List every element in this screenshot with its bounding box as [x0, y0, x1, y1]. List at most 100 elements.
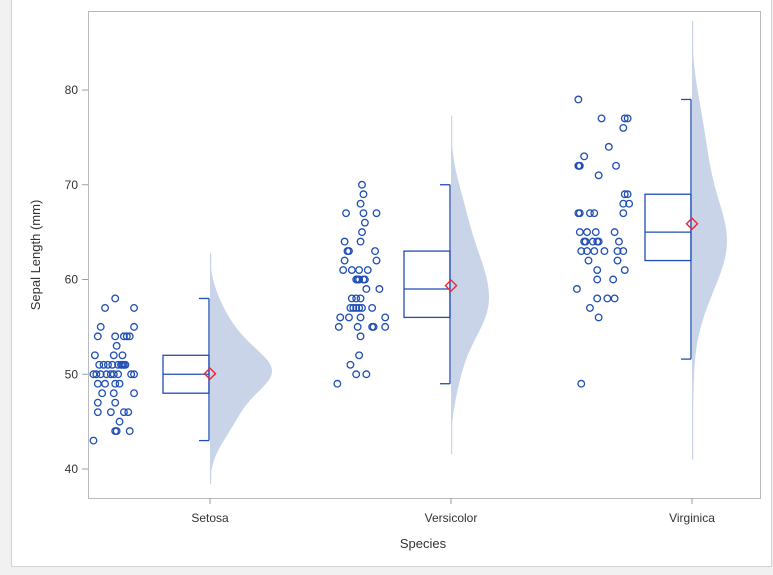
data-point	[381, 322, 390, 331]
data-point	[619, 123, 628, 132]
data-point	[93, 379, 102, 388]
violin-virginica	[692, 20, 727, 460]
data-point	[593, 275, 602, 284]
data-point	[122, 332, 131, 341]
data-point	[600, 247, 609, 256]
data-point	[347, 266, 356, 274]
data-point	[342, 209, 350, 218]
data-point	[93, 332, 102, 341]
chart-panel	[11, 0, 772, 567]
x-tick-label: Virginica	[669, 511, 715, 525]
y-tick-label: 50	[65, 367, 79, 381]
data-point	[358, 228, 366, 237]
y-tick-label: 40	[65, 462, 79, 476]
data-point	[620, 114, 629, 123]
data-point	[619, 209, 628, 218]
data-point	[355, 266, 364, 274]
data-point	[620, 190, 629, 199]
data-point	[130, 389, 138, 398]
data-point	[372, 256, 381, 265]
data-point	[353, 322, 362, 331]
data-point	[106, 370, 115, 379]
data-point	[336, 313, 345, 322]
data-point	[119, 360, 128, 369]
data-point	[353, 275, 362, 284]
violins-layer	[210, 20, 727, 485]
data-point	[130, 370, 138, 379]
data-point	[106, 408, 115, 417]
data-point	[356, 294, 365, 303]
data-point	[356, 237, 365, 246]
data-point	[610, 228, 619, 237]
data-point	[103, 360, 112, 369]
data-point	[98, 389, 107, 398]
data-point	[355, 351, 364, 360]
data-point	[130, 322, 138, 331]
data-point	[362, 285, 371, 293]
data-point	[346, 360, 355, 369]
data-point	[577, 247, 586, 256]
data-point	[93, 408, 102, 417]
data-point	[575, 228, 584, 237]
y-tick-label: 60	[65, 273, 79, 287]
data-point	[359, 209, 368, 218]
data-point	[593, 266, 602, 274]
x-tick-label: Setosa	[191, 511, 229, 525]
data-point	[613, 247, 622, 256]
data-point	[625, 199, 634, 208]
data-point	[112, 341, 121, 350]
data-point	[604, 142, 613, 151]
data-point	[125, 332, 134, 341]
box-virginica	[644, 193, 692, 262]
data-point	[591, 228, 600, 237]
plot-frame	[88, 11, 761, 499]
data-point	[108, 360, 117, 369]
data-point	[109, 370, 118, 379]
data-point	[352, 294, 361, 303]
data-point	[612, 161, 620, 170]
data-point	[590, 247, 599, 256]
data-point	[101, 303, 109, 312]
data-point	[119, 332, 128, 341]
data-point	[583, 228, 591, 237]
data-point	[619, 199, 628, 208]
mean-marker	[444, 279, 458, 293]
data-point	[577, 379, 586, 388]
data-point	[620, 266, 629, 274]
data-point	[347, 294, 356, 303]
data-point	[619, 247, 628, 256]
data-point	[613, 256, 622, 265]
data-point	[111, 294, 120, 303]
data-point	[334, 322, 343, 331]
data-point	[581, 237, 590, 246]
data-point	[119, 408, 128, 417]
data-point	[360, 275, 369, 284]
data-point	[356, 313, 365, 322]
data-point	[333, 379, 342, 388]
data-point	[575, 209, 584, 218]
data-point	[610, 294, 619, 303]
data-point	[346, 303, 355, 312]
box-versicolor	[403, 250, 451, 319]
data-point	[590, 209, 599, 218]
data-point	[597, 114, 606, 123]
data-point	[124, 408, 133, 417]
data-point	[109, 389, 118, 398]
data-point	[96, 370, 105, 379]
data-point	[623, 114, 632, 123]
data-point	[352, 303, 361, 312]
data-point	[362, 370, 371, 379]
data-point	[593, 237, 602, 246]
data-point	[130, 303, 138, 312]
data-point	[583, 247, 591, 256]
data-point	[111, 379, 120, 388]
data-point	[111, 398, 120, 407]
data-point	[615, 237, 623, 246]
data-point	[355, 303, 364, 312]
data-point	[114, 370, 123, 379]
x-axis-title: Species	[400, 536, 447, 551]
data-point	[340, 256, 349, 265]
data-point	[95, 360, 104, 369]
means-layer	[203, 217, 699, 381]
